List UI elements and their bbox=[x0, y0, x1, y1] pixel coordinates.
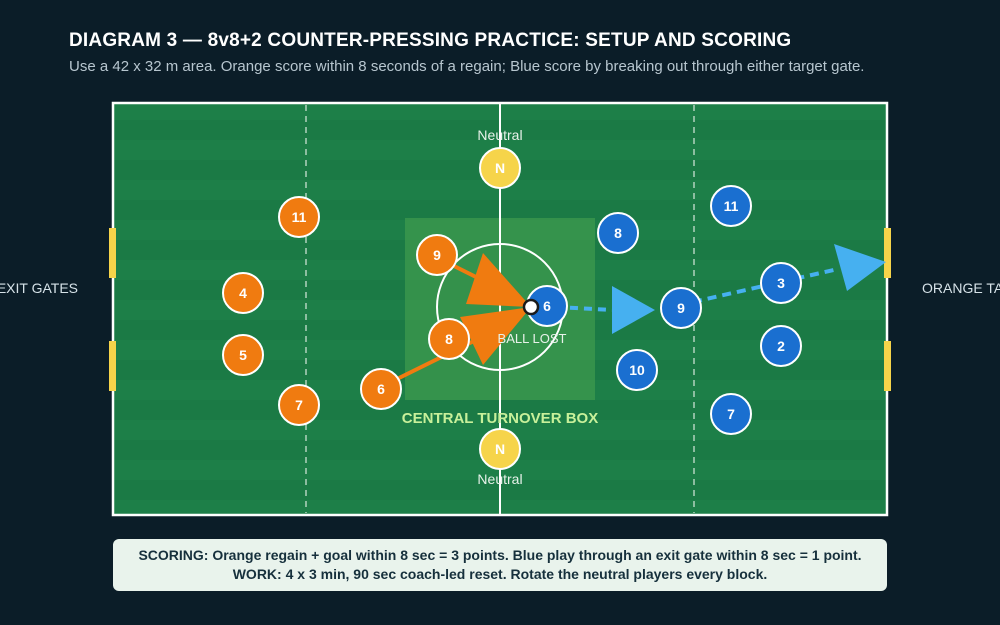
orange-player-8[interactable]: 8 bbox=[428, 318, 470, 360]
orange-number: 8 bbox=[445, 331, 453, 347]
ball-lost-label: BALL LOST bbox=[498, 331, 567, 346]
blue-number: 6 bbox=[543, 298, 551, 314]
blue-number: 8 bbox=[614, 225, 622, 241]
orange-player-5[interactable]: 5 bbox=[222, 334, 264, 376]
blue-player-7[interactable]: 7 bbox=[710, 393, 752, 435]
orange-number: 9 bbox=[433, 247, 441, 263]
work-text: WORK: 4 x 3 min, 90 sec coach-led reset.… bbox=[232, 566, 768, 582]
blue-token bbox=[710, 185, 752, 227]
neutral-token-label-top: N bbox=[495, 160, 505, 176]
neutral-player-top[interactable]: N bbox=[479, 147, 521, 189]
orange-token bbox=[278, 384, 320, 426]
orange-number: 11 bbox=[292, 209, 307, 225]
blue-number: 7 bbox=[727, 406, 735, 422]
blue-token bbox=[660, 287, 702, 329]
orange-number: 5 bbox=[239, 347, 247, 363]
orange-number: 6 bbox=[377, 381, 385, 397]
orange-player-9[interactable]: 9 bbox=[416, 234, 458, 276]
orange-token bbox=[222, 272, 264, 314]
right-side-label: ORANGE TARGET bbox=[922, 280, 1000, 296]
blue-breakout-arrow-line bbox=[692, 267, 839, 304]
orange-player-6[interactable]: 6 bbox=[360, 368, 402, 410]
orange-press-arrowhead-6 bbox=[467, 307, 531, 362]
blue-player-11[interactable]: 11 bbox=[710, 185, 752, 227]
orange-player-11[interactable]: 11 bbox=[278, 196, 320, 238]
diagram-title: DIAGRAM 3 — 8v8+2 COUNTER-PRESSING PRACT… bbox=[69, 30, 792, 51]
blue-number: 9 bbox=[677, 300, 685, 316]
turnover-box-label: CENTRAL TURNOVER BOX bbox=[402, 410, 598, 427]
blue-number: 11 bbox=[724, 198, 739, 214]
orange-player-4[interactable]: 4 bbox=[222, 272, 264, 314]
blue-token bbox=[616, 349, 658, 391]
blue-player-6-ball-carrier[interactable]: 6 bbox=[526, 285, 568, 327]
blue-number: 3 bbox=[777, 275, 785, 291]
orange-press-line-9 bbox=[451, 263, 479, 280]
orange-target-gate-bottom bbox=[884, 341, 891, 391]
blue-player-9[interactable]: 9 bbox=[660, 287, 702, 329]
blue-number: 2 bbox=[777, 338, 785, 354]
blue-player-8[interactable]: 8 bbox=[597, 212, 639, 254]
neutral-player-bottom[interactable]: N bbox=[479, 428, 521, 470]
orange-token bbox=[428, 318, 470, 360]
scoring-info-box: SCORING: Orange regain + goal within 8 s… bbox=[113, 539, 887, 591]
orange-token bbox=[416, 234, 458, 276]
blue-pass-arrow-line bbox=[555, 305, 613, 312]
neutral-token-top bbox=[479, 147, 521, 189]
orange-target-gate-top bbox=[884, 228, 891, 278]
blue-token bbox=[710, 393, 752, 435]
blue-player-3[interactable]: 3 bbox=[760, 262, 802, 304]
orange-press-arrowhead-9 bbox=[466, 253, 531, 307]
diagram-subtitle: Use a 42 x 32 m area. Orange score withi… bbox=[69, 58, 865, 75]
orange-number: 7 bbox=[295, 397, 303, 413]
blue-player-2[interactable]: 2 bbox=[760, 325, 802, 367]
orange-token bbox=[222, 334, 264, 376]
neutral-token-bottom bbox=[479, 428, 521, 470]
blue-token bbox=[760, 262, 802, 304]
blue-token bbox=[760, 325, 802, 367]
neutral-label-bottom: Neutral bbox=[477, 471, 522, 487]
left-side-label: BLUE EXIT GATES bbox=[0, 280, 78, 296]
blue-pass-arrowhead bbox=[612, 286, 655, 334]
blue-number: 10 bbox=[629, 362, 645, 378]
orange-token bbox=[360, 368, 402, 410]
neutral-token-label-bottom: N bbox=[495, 441, 505, 457]
blue-exit-gate-top bbox=[109, 228, 116, 278]
orange-number: 4 bbox=[239, 285, 247, 301]
blue-token bbox=[597, 212, 639, 254]
neutral-label-top: Neutral bbox=[477, 127, 522, 143]
scoring-text: SCORING: Orange regain + goal within 8 s… bbox=[138, 547, 862, 563]
blue-breakout-arrowhead bbox=[834, 244, 886, 291]
blue-player-10[interactable]: 10 bbox=[616, 349, 658, 391]
blue-exit-gate-bottom bbox=[109, 341, 116, 391]
orange-player-7[interactable]: 7 bbox=[278, 384, 320, 426]
orange-token bbox=[278, 196, 320, 238]
ball[interactable] bbox=[522, 298, 540, 316]
